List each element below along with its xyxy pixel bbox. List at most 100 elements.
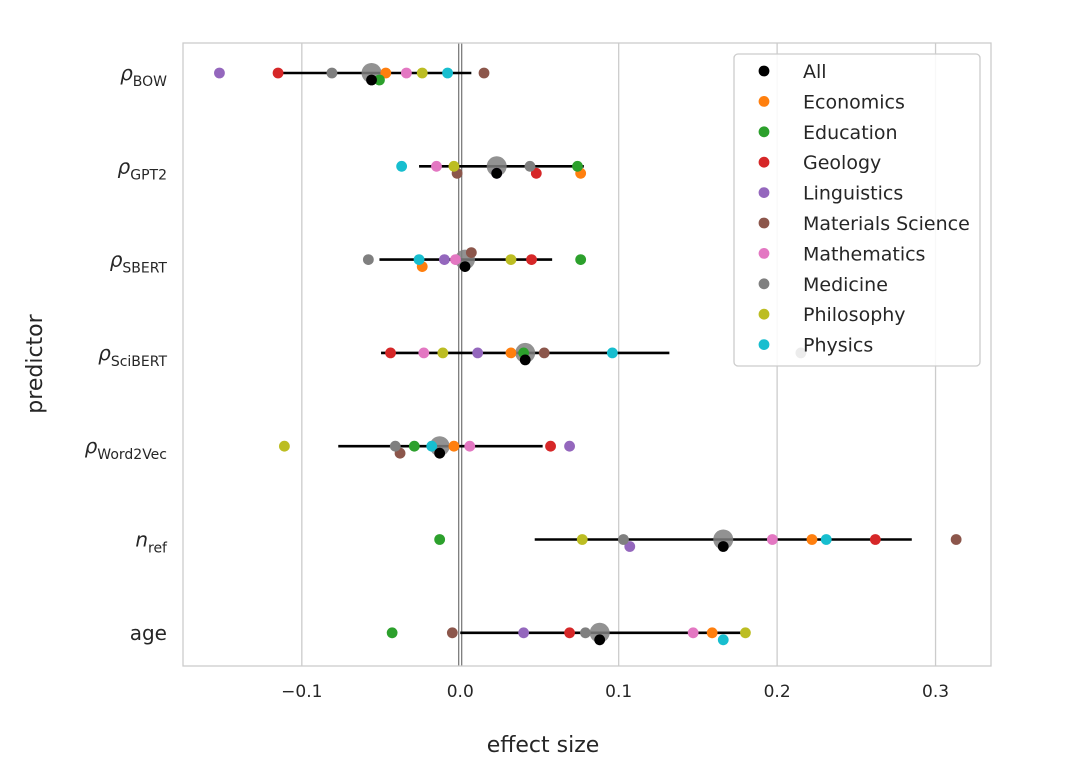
point-medicine [580,627,591,639]
x-tick-label: 0.2 [764,682,791,702]
legend-marker-geology [758,156,770,168]
legend-label-materials-science: Materials Science [803,213,970,235]
point-materials-science [950,534,962,545]
point-mathematics [450,254,461,265]
point-physics [426,440,438,452]
y-label-gpt2: ρGPT2 [118,154,167,183]
point-economics [380,67,392,79]
point-education [572,160,583,172]
legend-marker-materials-science [758,217,770,229]
y-label-main: ρ [120,61,133,85]
point-physics [820,534,832,545]
point-mathematics [400,67,412,79]
y-label-sbert: ρSBERT [110,248,168,277]
point-education [408,440,420,452]
x-tick-label: 0.0 [447,682,474,702]
y-label-main: n [135,528,148,552]
legend-marker-medicine [758,278,770,290]
point-all [434,447,446,459]
y-label-subscript: Word2Vec [97,447,167,463]
point-all [491,167,503,179]
y-label-main: ρ [118,154,131,178]
y-label-subscript: SciBERT [111,354,168,370]
point-physics [396,160,408,172]
point-education [374,74,385,86]
legend-marker-philosophy [758,308,770,320]
point-medicine [389,440,401,452]
point-geology [869,534,881,545]
legend-label-mathematics: Mathematics [803,243,925,265]
y-label-main: ρ [98,341,111,365]
point-linguistics [518,627,530,639]
point-geology [530,167,542,179]
legend-marker-mathematics [758,248,770,259]
point-physics [717,634,729,646]
point-geology [385,347,396,359]
point-economics [706,627,718,639]
point-philosophy [505,254,517,265]
point-philosophy [576,534,588,545]
point-economics [505,347,517,359]
point-materials-science [538,347,550,359]
y-label-bow: ρBOW [120,61,167,90]
y-label-main: ρ [110,248,123,272]
legend-label-all: All [803,61,827,83]
point-materials-science [446,627,458,639]
point-linguistics [214,67,225,79]
point-mathematics [687,627,699,639]
legend-box [733,53,981,367]
point-materials-science [465,247,477,258]
y-label-scibert: ρSciBERT [98,341,167,370]
legend-marker-linguistics [758,187,770,199]
data-points [214,63,962,646]
point-physics [606,347,618,359]
point-linguistics [624,541,636,552]
point-mathematics [431,160,442,172]
point-all [519,354,531,366]
point-education [575,254,587,265]
y-label-n-ref: nref [135,528,168,557]
point-economics [448,440,460,452]
point-all [459,261,471,272]
point-materials-science [478,67,490,79]
point-education [386,627,398,639]
x-tick-label: 0.3 [922,682,949,702]
y-label-subscript: GPT2 [130,167,167,183]
legend-marker-physics [758,339,770,350]
x-tick-labels: −0.1 0.0 0.1 0.2 0.3 [281,682,949,702]
point-all [594,634,606,646]
point-philosophy [416,67,428,79]
point-physics [413,254,425,265]
legend-label-medicine: Medicine [803,274,888,296]
legend-label-philosophy: Philosophy [803,304,906,326]
point-geology [272,67,284,79]
plot-frame [182,42,992,667]
legend-label-education: Education [803,122,898,144]
point-medicine [362,254,374,265]
point-all [717,541,729,552]
point-economics [806,534,818,545]
point-linguistics [472,347,484,359]
legend-marker-all [758,65,770,77]
legend-marker-economics [758,96,770,107]
y-label-word2vec: ρWord2Vec [85,434,167,463]
y-label-age: age [130,621,167,645]
point-mathematics [464,440,476,452]
point-philosophy [448,160,460,172]
point-geology [545,440,556,452]
point-mathematics [418,347,430,359]
point-linguistics [564,440,575,452]
legend: All Economics Education Geology Linguistics M… [733,53,981,367]
point-philosophy [278,440,290,452]
y-label-subscript: ref [148,541,168,557]
point-all [366,74,377,86]
x-tick-label: −0.1 [281,682,322,702]
legend-label-economics: Economics [803,91,905,113]
legend-label-physics: Physics [803,335,873,357]
legend-label-linguistics: Linguistics [803,183,903,205]
x-axis-title: effect size [487,733,600,758]
y-label-main: age [130,621,167,645]
point-geology [564,627,575,639]
